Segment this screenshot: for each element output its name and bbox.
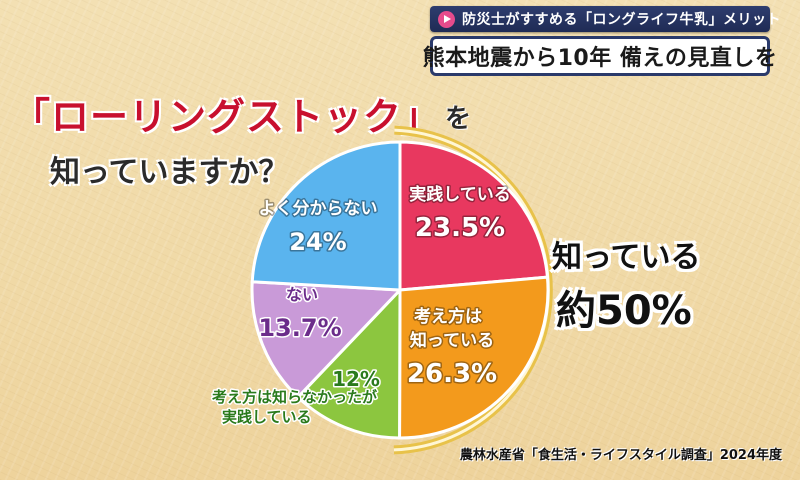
pie-slice-3 xyxy=(250,280,404,400)
topic-text: 防災士がすすめる「ロングライフ牛乳」メリット xyxy=(462,12,781,28)
slice-label-1-line-1: 知っている xyxy=(409,330,494,351)
slice-label-2-line-0: 考え方は知らなかったが xyxy=(212,388,378,406)
slice-label-2-line-1: 実践している xyxy=(222,408,312,426)
callout-line2: 約50% xyxy=(556,288,692,334)
slice-value-0: 23.5% xyxy=(415,213,505,243)
question-particle: を xyxy=(445,104,472,134)
question-term: 「ローリングストック」 xyxy=(12,95,442,139)
slice-value-3: 13.7% xyxy=(258,314,341,342)
callout-line1: 知っている xyxy=(552,240,701,275)
source-note: 農林水産省「食生活・ライフスタイル調査」2024年度 xyxy=(459,448,782,463)
pie-slice-1 xyxy=(398,275,550,440)
slice-value-2: 12% xyxy=(332,367,380,391)
headline-text: 熊本地震から10年 備えの見直しを xyxy=(422,46,778,71)
question: 「ローリングストック」 を 知っていますか？ xyxy=(12,86,471,191)
headline-banner: 熊本地震から10年 備えの見直しを xyxy=(423,36,777,76)
slice-label-4-line-0: よく分からない xyxy=(259,199,378,219)
topic-banner: 防災士がすすめる「ロングライフ牛乳」メリット xyxy=(430,6,781,32)
slice-label-1-line-0: 考え方は xyxy=(413,306,482,327)
pie-slice-4 xyxy=(250,140,402,292)
summary-callout: 知っている 約50% xyxy=(552,232,701,336)
slice-value-4: 24% xyxy=(289,228,346,256)
slice-label-3-line-0: ない xyxy=(286,285,318,304)
question-line2: 知っていますか？ xyxy=(50,155,289,190)
slice-value-1: 26.3% xyxy=(407,359,497,389)
slice-label-0-line-0: 実践している xyxy=(409,184,511,205)
pie-slice-0 xyxy=(398,140,550,292)
pie-slice-2 xyxy=(295,286,402,440)
play-icon xyxy=(438,10,455,28)
